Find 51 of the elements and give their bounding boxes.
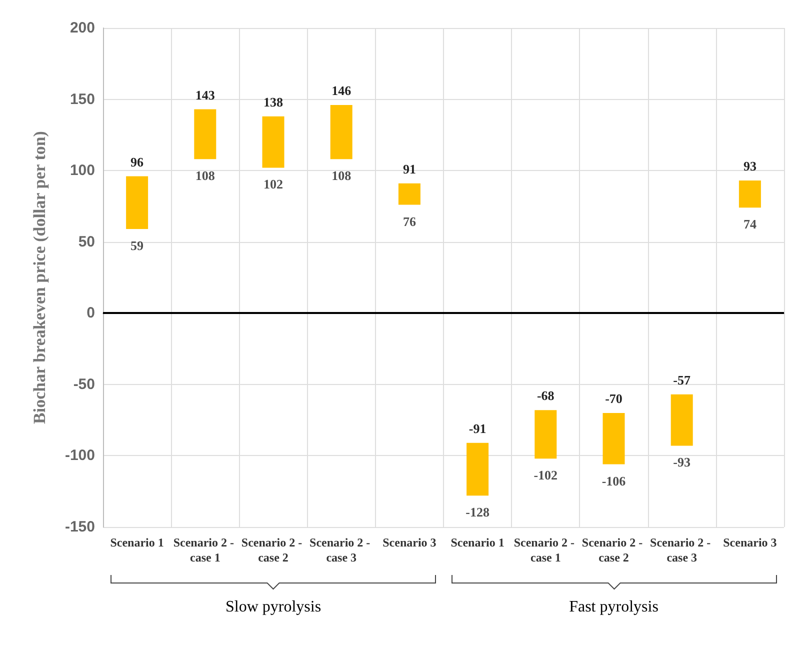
data-label: 143 (195, 87, 216, 102)
annotation: 59 (130, 238, 144, 254)
bar (534, 410, 557, 459)
bar (466, 442, 489, 496)
x-tick-label: Scenario 2 - case 2 (241, 536, 306, 564)
annotation: -93 (673, 454, 692, 470)
bar (670, 394, 693, 446)
y-tick-label: 0 (86, 304, 95, 322)
data-label: -57 (673, 372, 692, 388)
bar (330, 104, 352, 160)
y-tick-label: 200 (70, 20, 95, 36)
y-tick-label: 50 (78, 233, 95, 250)
annotation: 108 (195, 168, 216, 184)
y-axis-title: Biochar breakeven price (dollar per ton) (30, 131, 49, 424)
data-label: 93 (743, 158, 757, 174)
x-tick-label: Scenario 2 - case 1 (173, 536, 237, 564)
annotation: 76 (402, 214, 416, 229)
y-tick-label: -100 (64, 447, 95, 464)
y-tick-label: 100 (70, 162, 95, 180)
data-label: -91 (468, 420, 486, 436)
data-label: 138 (264, 94, 284, 110)
data-label: 91 (402, 161, 416, 176)
data-label: 146 (332, 82, 352, 98)
y-tick-label: -150 (64, 518, 95, 536)
x-tick-label: Scenario 2 - case 3 (310, 536, 374, 564)
bar (398, 183, 420, 205)
annotation: 108 (332, 168, 352, 184)
annotation: 102 (264, 176, 283, 192)
x-tick-label: Scenario 2 - case 2 (582, 536, 646, 564)
text: Slow pyrolysis (225, 598, 322, 616)
annotation: 74 (743, 216, 757, 232)
data-label: -68 (536, 388, 555, 404)
x-tick-label: Scenario 1 (450, 536, 504, 550)
bar (194, 109, 216, 160)
x-tick-label: Scenario 3 (382, 536, 436, 550)
annotation: -106 (602, 473, 626, 488)
bar (602, 412, 625, 464)
annotation: -102 (534, 468, 558, 483)
data-label: -70 (605, 390, 622, 406)
annotation: -128 (466, 504, 490, 520)
x-tick-label: Scenario 2 - case 1 (514, 536, 578, 564)
text: Fast pyrolysis (569, 598, 658, 616)
bar (126, 176, 148, 230)
y-tick-label: 150 (70, 90, 95, 108)
x-tick-label: Scenario 3 (723, 536, 777, 550)
x-tick-label: Scenario 2 - case 3 (650, 536, 714, 564)
y-tick-label: -50 (73, 376, 95, 393)
data-label: 96 (130, 154, 144, 170)
bar (262, 116, 284, 168)
x-tick-label: Scenario 1 (110, 536, 164, 550)
bar (738, 180, 761, 208)
